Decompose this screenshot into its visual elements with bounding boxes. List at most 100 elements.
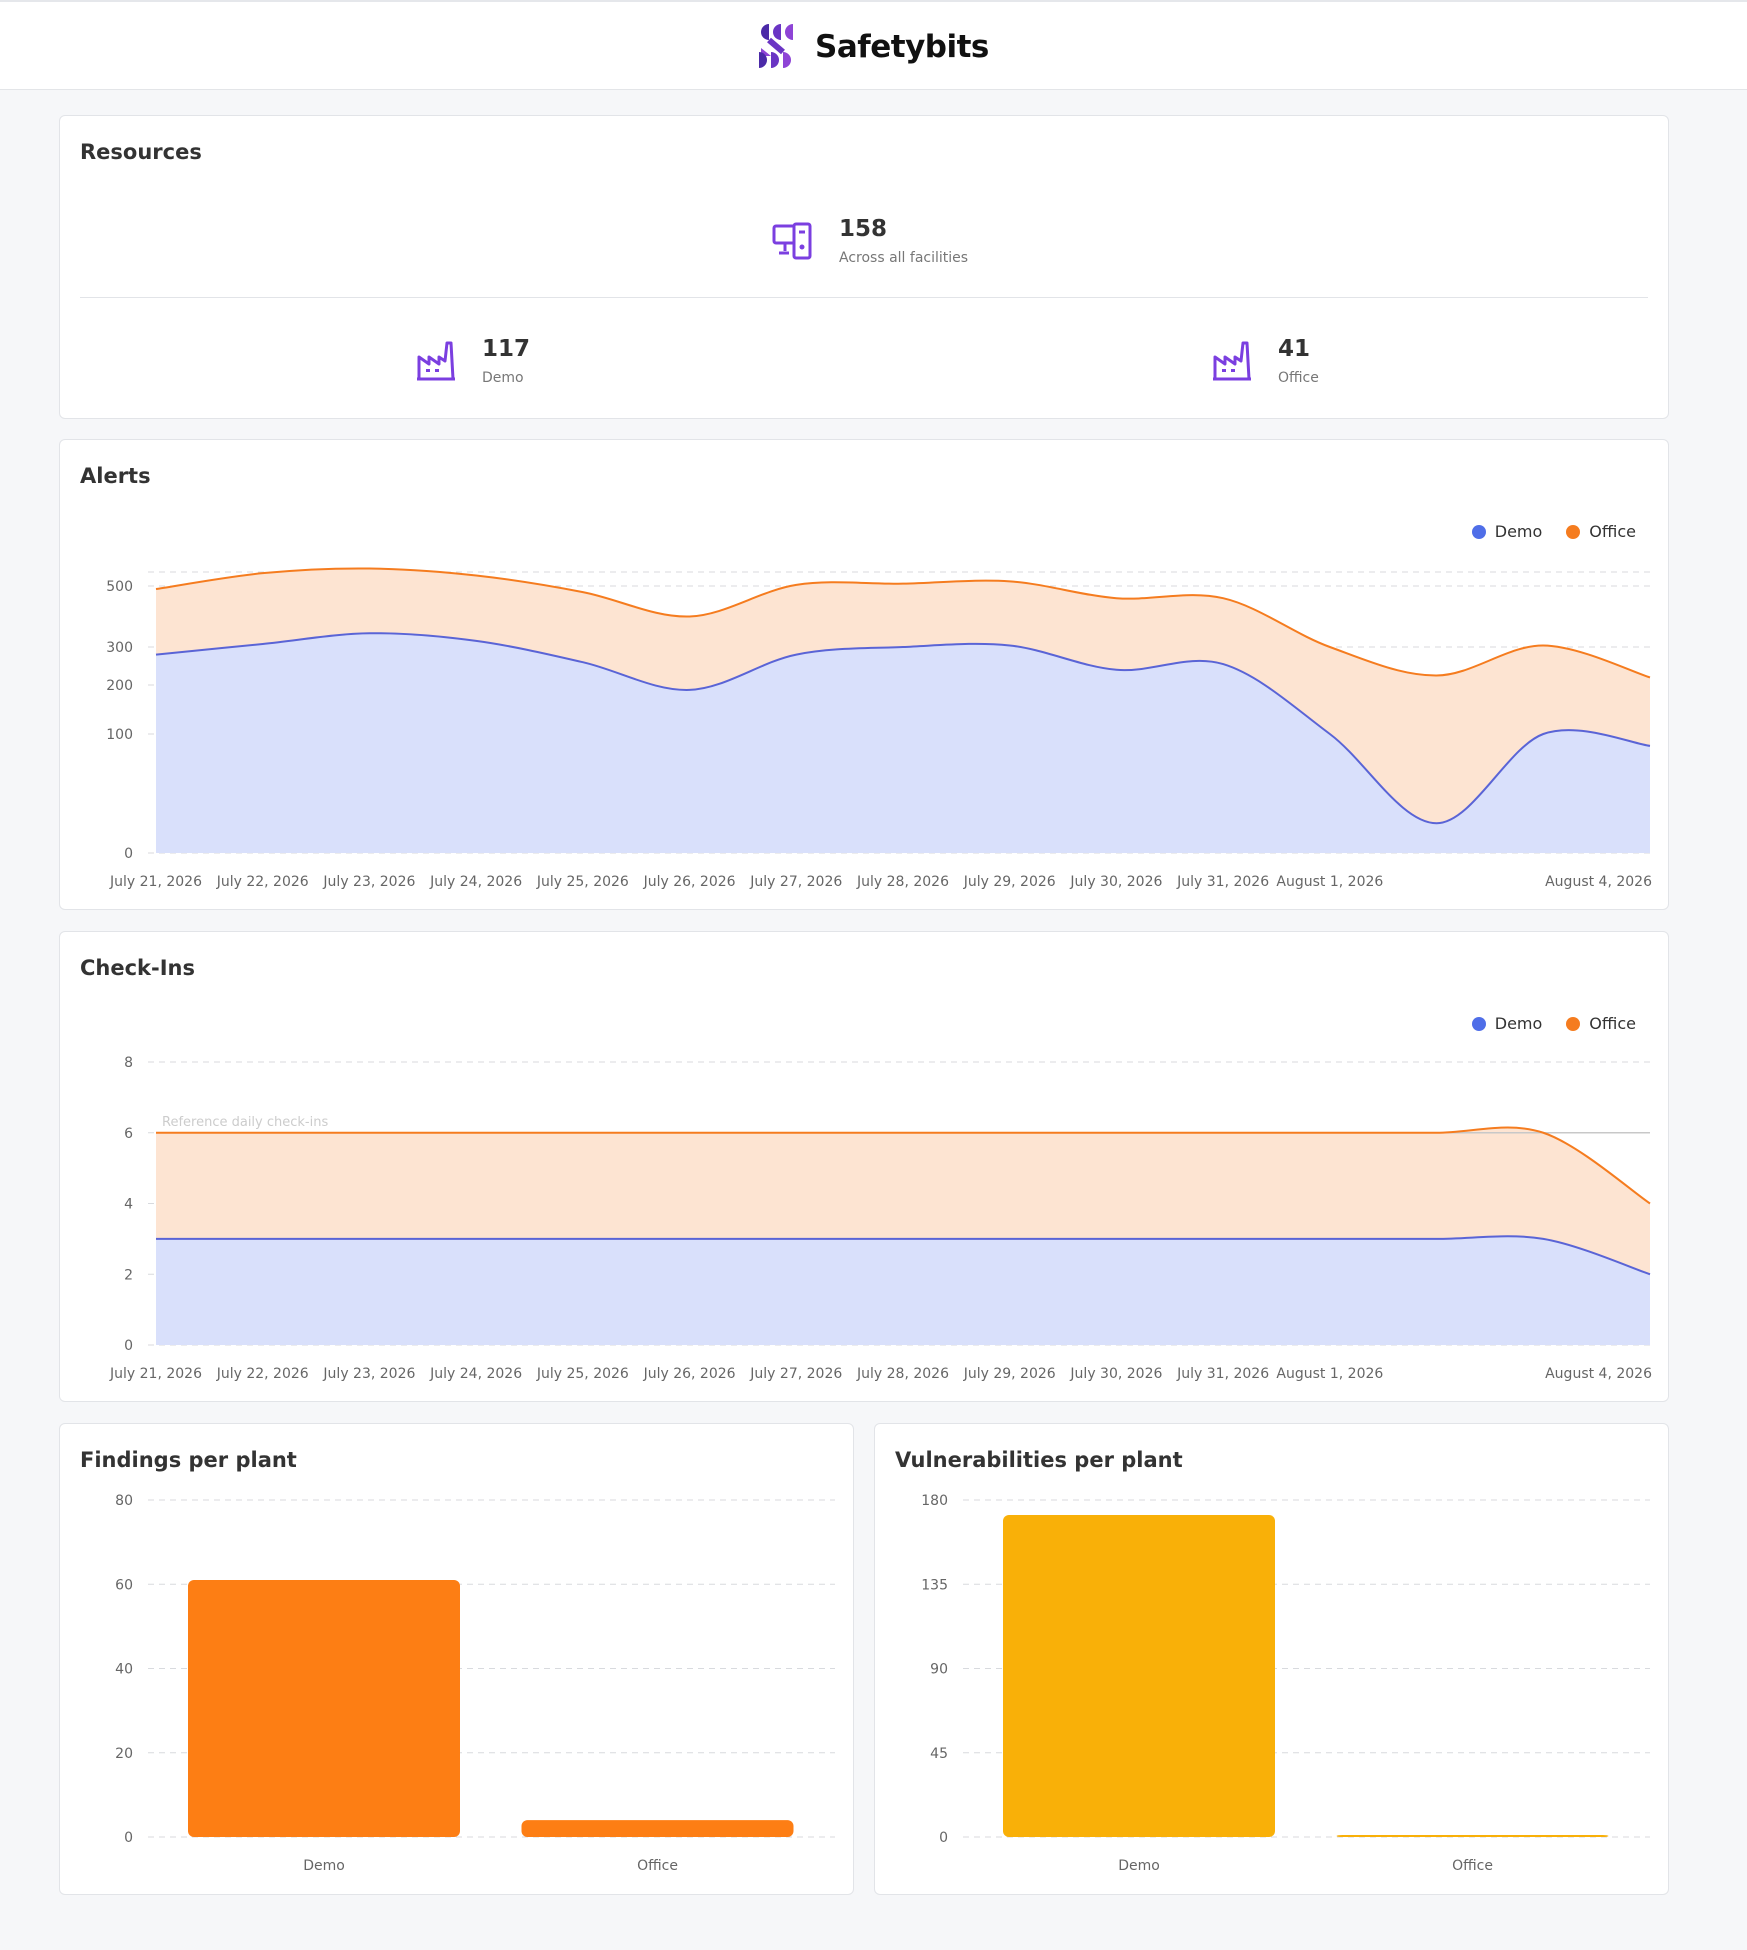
- total-resources-stat: 158 Across all facilities: [772, 216, 968, 266]
- x-tick-label: July 27, 2026: [749, 874, 842, 890]
- findings-chart[interactable]: 0 20 40 60 80 Demo Office: [60, 1424, 855, 1896]
- checkins-card: Check-Ins Demo Office 0 2 4 6 8 Reference dai…: [59, 931, 1669, 1402]
- alerts-title: Alerts: [80, 464, 151, 488]
- resources-title: Resources: [80, 140, 202, 164]
- x-tick-label: July 22, 2026: [216, 874, 309, 890]
- y-tick-label: 6: [124, 1126, 133, 1142]
- bar-office: [521, 1820, 794, 1837]
- plant-office-stat: 41 Office: [1211, 336, 1319, 386]
- legend-demo[interactable]: Demo: [1471, 522, 1543, 541]
- x-tick-label: Demo: [303, 1858, 345, 1874]
- x-tick-label: Demo: [1118, 1858, 1160, 1874]
- y-tick-label: 0: [124, 1830, 133, 1846]
- vulnerabilities-chart[interactable]: 0 45 90 135 180 Demo Office: [875, 1424, 1670, 1896]
- factory-icon: [417, 341, 455, 381]
- x-tick-label: July 29, 2026: [963, 874, 1056, 890]
- series-line-office: [155, 567, 1651, 679]
- x-tick-label: July 28, 2026: [856, 1366, 949, 1382]
- legend-label-demo: Demo: [1494, 1014, 1543, 1033]
- series-line-demo: [156, 1235, 1651, 1276]
- findings-card: Findings per plant 0 20 40 60 80 Demo Office: [59, 1423, 854, 1895]
- legend-demo[interactable]: Demo: [1471, 1014, 1543, 1033]
- safetybits-logo-icon: [759, 24, 793, 68]
- bar-demo: [188, 1580, 460, 1837]
- x-tick-label: July 30, 2026: [1069, 874, 1162, 890]
- x-tick-label: July 30, 2026: [1069, 1366, 1162, 1382]
- y-tick-label: 0: [939, 1830, 948, 1846]
- resources-divider: [80, 297, 1648, 298]
- brand-name: Safetybits: [815, 29, 989, 65]
- y-tick-label: 60: [115, 1577, 133, 1593]
- x-tick-label: July 23, 2026: [322, 1366, 415, 1382]
- y-tick-label: 90: [930, 1662, 948, 1678]
- y-tick-label: 8: [124, 1055, 133, 1071]
- checkins-legend: Demo Office: [1448, 1014, 1636, 1033]
- area-demo: [156, 1236, 1650, 1345]
- legend-dot-demo: [1471, 524, 1486, 539]
- alerts-legend: Demo Office: [1448, 522, 1636, 541]
- x-tick-label: Office: [1452, 1858, 1493, 1874]
- x-tick-label: July 23, 2026: [322, 874, 415, 890]
- legend-office[interactable]: Office: [1566, 1014, 1636, 1033]
- factory-icon: [1213, 341, 1251, 381]
- checkins-chart[interactable]: 0 2 4 6 8 Reference daily check-ins July 21, 2…: [60, 932, 1670, 1403]
- legend-office[interactable]: Office: [1566, 522, 1636, 541]
- resources-card: Resources 158 Across all facilities 117 …: [59, 115, 1669, 419]
- total-resources-value: 158: [839, 216, 888, 242]
- legend-label-office: Office: [1589, 522, 1636, 541]
- x-tick-label: July 26, 2026: [643, 874, 736, 890]
- x-tick-label: July 25, 2026: [536, 874, 629, 890]
- y-tick-label: 4: [124, 1197, 133, 1213]
- top-header: Safetybits: [0, 0, 1747, 90]
- x-tick-label: July 28, 2026: [856, 874, 949, 890]
- x-tick-label: August 4, 2026: [1545, 1366, 1652, 1382]
- x-tick-label: July 24, 2026: [429, 874, 522, 890]
- y-tick-label: 100: [106, 727, 133, 743]
- y-tick-label: 80: [115, 1493, 133, 1509]
- y-tick-label: 135: [921, 1577, 948, 1593]
- y-tick-label: 180: [921, 1493, 948, 1509]
- bar-demo: [1003, 1514, 1275, 1837]
- x-tick-label: August 4, 2026: [1545, 874, 1652, 890]
- alerts-card: Alerts Demo Office 0 100 200 300 500 July 21,…: [59, 439, 1669, 910]
- findings-title: Findings per plant: [80, 1448, 297, 1472]
- x-tick-label: July 29, 2026: [963, 1366, 1056, 1382]
- x-tick-label: July 21, 2026: [109, 1366, 202, 1382]
- y-tick-label: 45: [930, 1746, 948, 1762]
- y-tick-label: 20: [115, 1746, 133, 1762]
- y-tick-label: 0: [124, 1338, 133, 1354]
- legend-label-demo: Demo: [1494, 522, 1543, 541]
- plant-demo-stat: 117 Demo: [415, 336, 530, 386]
- x-tick-label: July 31, 2026: [1176, 874, 1269, 890]
- series-line-office: [156, 1126, 1651, 1205]
- checkins-title: Check-Ins: [80, 956, 195, 980]
- x-tick-label: July 27, 2026: [749, 1366, 842, 1382]
- devices-icon: [772, 222, 812, 260]
- x-tick-label: July 21, 2026: [109, 874, 202, 890]
- x-tick-label: August 1, 2026: [1276, 1366, 1383, 1382]
- y-tick-label: 2: [124, 1267, 133, 1283]
- y-tick-label: 500: [106, 579, 133, 595]
- x-tick-label: July 25, 2026: [536, 1366, 629, 1382]
- x-tick-label: July 31, 2026: [1176, 1366, 1269, 1382]
- plant-office-label: Office: [1278, 370, 1319, 386]
- y-tick-label: 0: [124, 846, 133, 862]
- legend-dot-office: [1566, 1016, 1581, 1031]
- y-tick-label: 300: [106, 640, 133, 656]
- vulnerabilities-title: Vulnerabilities per plant: [895, 1448, 1183, 1472]
- reference-label: Reference daily check-ins: [162, 1115, 328, 1130]
- alerts-chart[interactable]: 0 100 200 300 500 July 21, 2026 July 22, 2026 J…: [60, 440, 1670, 911]
- series-line-demo: [155, 632, 1651, 825]
- x-tick-label: Office: [637, 1858, 678, 1874]
- area-office: [156, 568, 1650, 824]
- x-tick-label: August 1, 2026: [1276, 874, 1383, 890]
- plant-demo-label: Demo: [482, 370, 524, 386]
- brand-logo[interactable]: Safetybits: [757, 22, 989, 72]
- x-tick-label: July 22, 2026: [216, 1366, 309, 1382]
- x-tick-label: July 24, 2026: [429, 1366, 522, 1382]
- vulnerabilities-card: Vulnerabilities per plant 0 45 90 135 180 Dem…: [874, 1423, 1669, 1895]
- bar-office: [1336, 1835, 1609, 1837]
- y-tick-label: 200: [106, 678, 133, 694]
- plant-demo-value: 117: [482, 336, 531, 362]
- area-office: [156, 1127, 1650, 1275]
